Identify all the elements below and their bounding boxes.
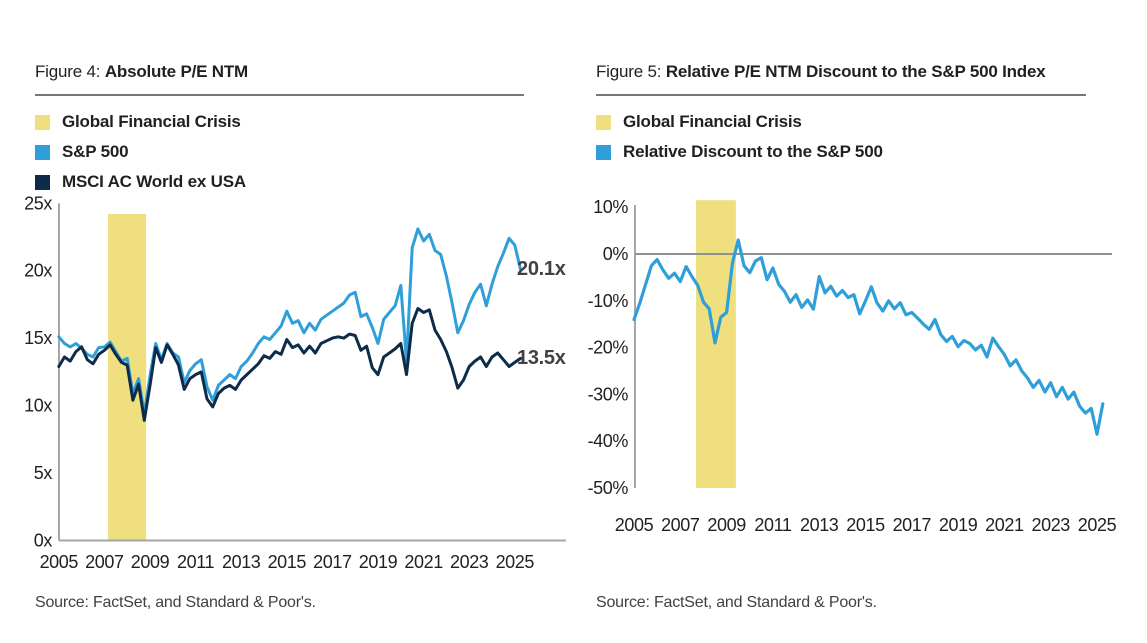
- x-tick-label: 2009: [707, 515, 746, 535]
- x-tick-label: 2007: [661, 515, 700, 535]
- gfc2-swatch: [596, 114, 611, 130]
- fig4-title-prefix: Figure 4:: [35, 62, 105, 81]
- sp500-line: [57, 227, 522, 416]
- x-tick-label: 2017: [893, 515, 932, 535]
- x-tick-label: 2013: [222, 552, 261, 572]
- fig4-title-underline: [35, 94, 524, 96]
- legend-item-gfc2: Global Financial Crisis: [596, 112, 883, 132]
- x-tick-label: 2009: [131, 552, 170, 572]
- fig4-source: Source: FactSet, and Standard & Poor's.: [35, 594, 316, 611]
- msci-line: [57, 307, 522, 422]
- x-tick-label: 2007: [85, 552, 124, 572]
- fig5-legend: Global Financial Crisis Relative Discoun…: [596, 112, 883, 172]
- legend-item-sp500: S&P 500: [35, 142, 246, 162]
- fig4-legend: Global Financial Crisis S&P 500 MSCI AC …: [35, 112, 246, 202]
- fig5-title: Figure 5: Relative P/E NTM Discount to t…: [596, 62, 1046, 82]
- sp500-legend-label: S&P 500: [62, 142, 129, 161]
- x-tick-label: 2021: [404, 552, 443, 572]
- x-tick-label: 2019: [359, 552, 398, 572]
- figure-4-plot: 0x 5x 10x 15x 20x 25x 2005 2007 2009 2011 2013 2015…: [24, 193, 566, 572]
- x-tick-label: 2015: [846, 515, 885, 535]
- sp500-end-label: 20.1x: [517, 258, 566, 281]
- relative-discount-line: [632, 238, 1105, 436]
- y-tick-label: 10%: [593, 197, 628, 217]
- figure-5-plot: 10% 0% -10% -20% -30% -40% -50% 2005 2007 2009 201…: [588, 197, 1117, 535]
- x-tick-label: 2025: [1078, 515, 1117, 535]
- y-tick-label: 0x: [34, 531, 53, 551]
- x-tick-label: 2023: [1031, 515, 1070, 535]
- y-tick-label: -30%: [588, 384, 629, 404]
- gfc2-legend-label: Global Financial Crisis: [623, 112, 802, 131]
- fig5-source: Source: FactSet, and Standard & Poor's.: [596, 594, 877, 611]
- fig5-title-prefix: Figure 5:: [596, 62, 666, 81]
- y-tick-label: 20x: [24, 261, 52, 281]
- x-tick-label: 2011: [177, 552, 214, 572]
- y-tick-label: 10x: [24, 396, 52, 416]
- y-tick-label: -40%: [588, 431, 629, 451]
- y-tick-label: 15x: [24, 328, 52, 348]
- y-tick-label: -20%: [588, 338, 629, 358]
- gfc-swatch: [35, 114, 50, 130]
- x-tick-label: 2025: [496, 552, 535, 572]
- y-tick-label: -50%: [588, 478, 629, 498]
- x-tick-label: 2015: [268, 552, 307, 572]
- legend-item-msci: MSCI AC World ex USA: [35, 172, 246, 192]
- msci-legend-label: MSCI AC World ex USA: [62, 172, 246, 191]
- y-tick-label: 5x: [34, 463, 53, 483]
- x-tick-label: 2021: [985, 515, 1024, 535]
- y-tick-label: 0%: [603, 244, 629, 264]
- x-tick-label: 2019: [939, 515, 978, 535]
- sp500-swatch: [35, 144, 50, 160]
- fig4-title: Figure 4: Absolute P/E NTM: [35, 62, 248, 82]
- gfc-band: [108, 214, 147, 541]
- x-tick-label: 2017: [313, 552, 352, 572]
- x-tick-label: 2013: [800, 515, 839, 535]
- relative-discount-swatch: [596, 144, 611, 160]
- fig5-title-text: Relative P/E NTM Discount to the S&P 500…: [665, 62, 1046, 81]
- y-tick-label: -10%: [588, 291, 629, 311]
- x-tick-label: 2023: [450, 552, 489, 572]
- legend-item-gfc: Global Financial Crisis: [35, 112, 246, 132]
- x-tick-label: 2005: [40, 552, 79, 572]
- msci-end-label: 13.5x: [517, 347, 566, 370]
- fig5-title-underline: [596, 94, 1086, 96]
- msci-swatch: [35, 174, 50, 190]
- x-tick-label: 2011: [754, 515, 791, 535]
- x-tick-label: 2005: [615, 515, 654, 535]
- gfc-legend-label: Global Financial Crisis: [62, 112, 241, 131]
- y-tick-label: 25x: [24, 193, 52, 213]
- fig4-title-text: Absolute P/E NTM: [104, 62, 249, 81]
- relative-discount-legend-label: Relative Discount to the S&P 500: [623, 142, 883, 161]
- legend-item-relative-discount: Relative Discount to the S&P 500: [596, 142, 883, 162]
